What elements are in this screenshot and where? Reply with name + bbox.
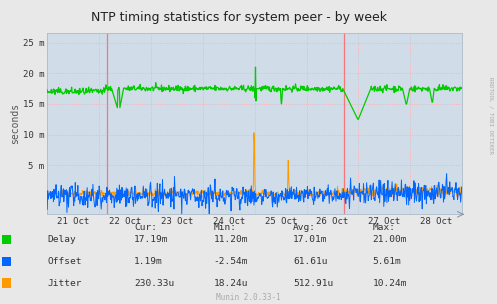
Text: Jitter: Jitter: [47, 278, 82, 288]
Text: 10.24m: 10.24m: [373, 278, 407, 288]
Text: RRDTOOL / TOBI OETIKER: RRDTOOL / TOBI OETIKER: [489, 77, 494, 154]
Text: Offset: Offset: [47, 257, 82, 266]
Text: 1.19m: 1.19m: [134, 257, 163, 266]
Text: Cur:: Cur:: [134, 223, 157, 233]
Text: 61.61u: 61.61u: [293, 257, 328, 266]
Text: Avg:: Avg:: [293, 223, 316, 233]
Text: 17.01m: 17.01m: [293, 235, 328, 244]
Text: Delay: Delay: [47, 235, 76, 244]
Text: Max:: Max:: [373, 223, 396, 233]
Text: Munin 2.0.33-1: Munin 2.0.33-1: [216, 293, 281, 302]
Text: 512.91u: 512.91u: [293, 278, 333, 288]
Text: 5.61m: 5.61m: [373, 257, 402, 266]
Y-axis label: seconds: seconds: [10, 103, 20, 144]
Text: 18.24u: 18.24u: [214, 278, 248, 288]
Text: Min:: Min:: [214, 223, 237, 233]
Text: 230.33u: 230.33u: [134, 278, 174, 288]
Text: NTP timing statistics for system peer - by week: NTP timing statistics for system peer - …: [90, 11, 387, 24]
Text: 21.00m: 21.00m: [373, 235, 407, 244]
Text: 17.19m: 17.19m: [134, 235, 168, 244]
Text: 11.20m: 11.20m: [214, 235, 248, 244]
Text: -2.54m: -2.54m: [214, 257, 248, 266]
